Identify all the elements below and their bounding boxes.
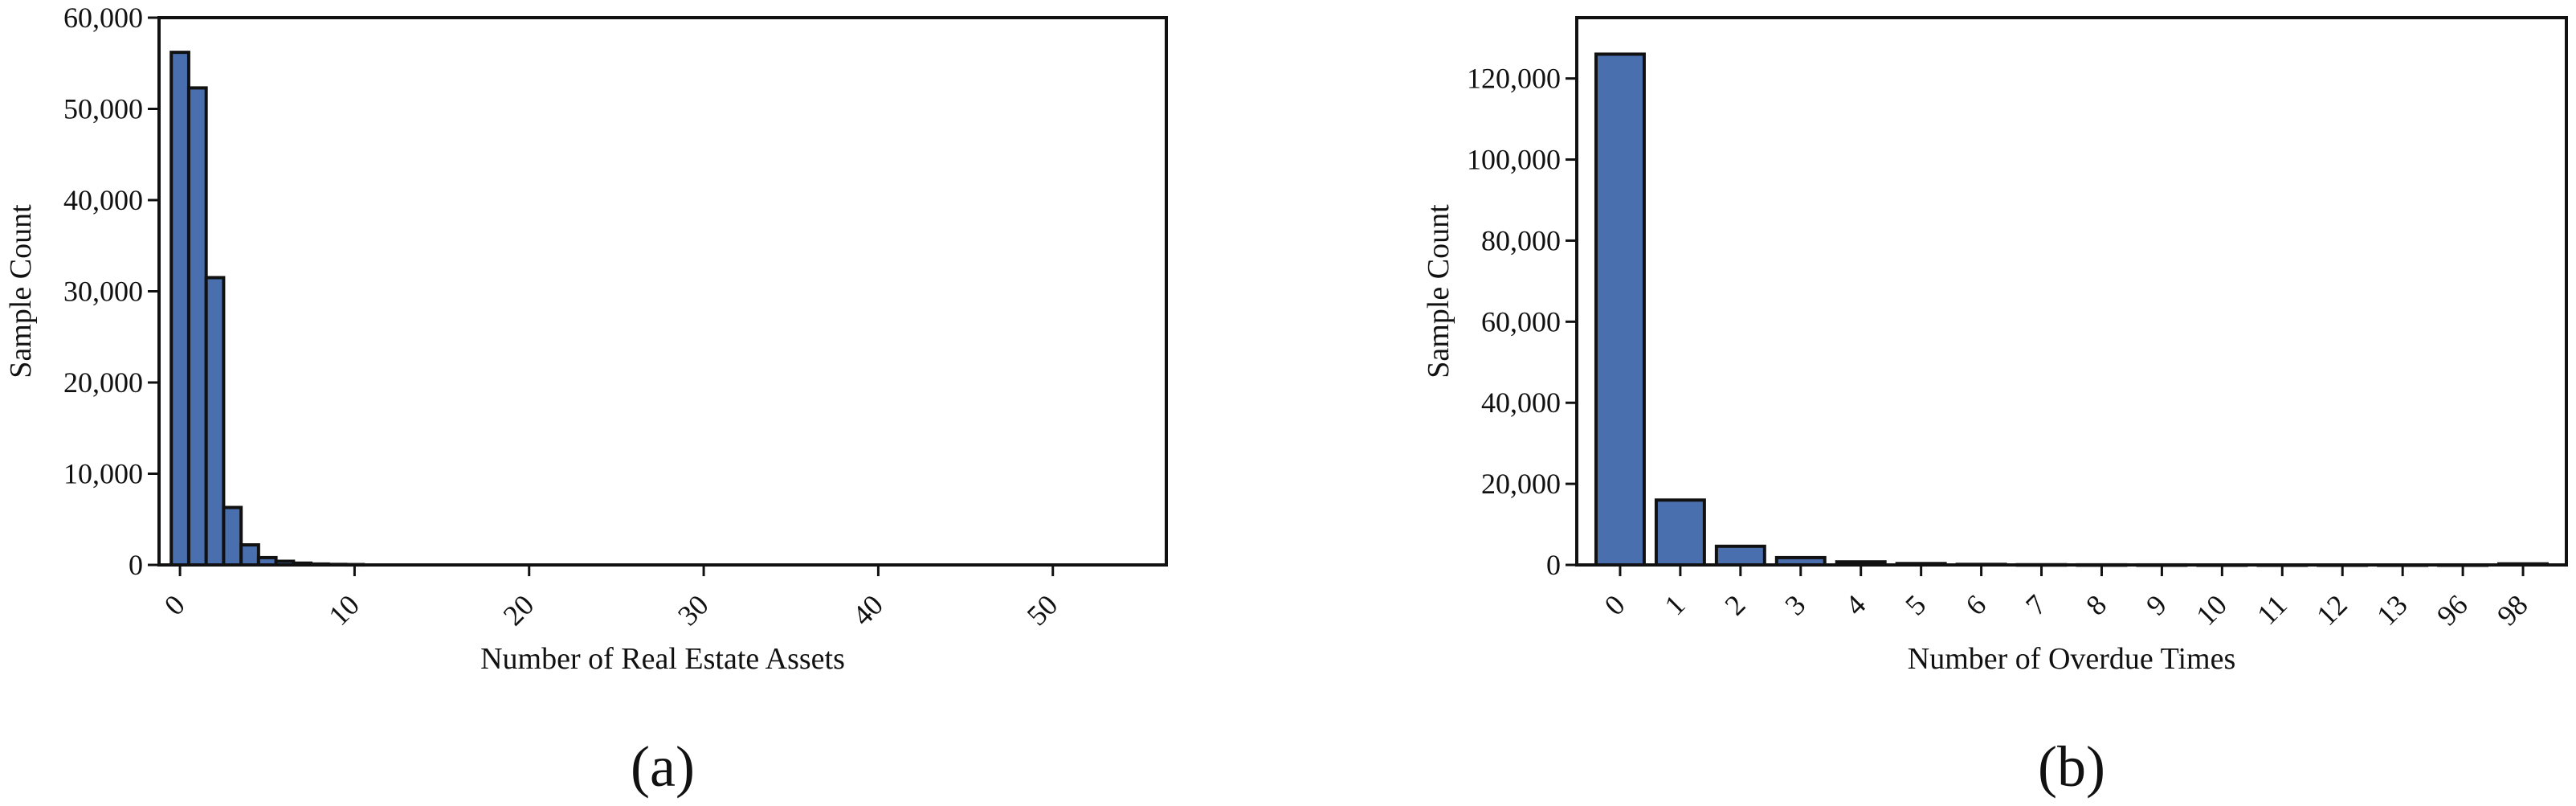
x-tick-label: 5	[1899, 588, 1932, 621]
x-tick-label: 0	[158, 588, 191, 621]
bar	[222, 505, 243, 567]
bar	[1714, 544, 1766, 567]
x-tick-label: 10	[322, 588, 365, 632]
chart-b-plot-frame	[1575, 16, 2568, 567]
chart-b-x-ticks: 0 1 2 3 4 5 6 7 8 9 10 11 12 13 96 98	[1598, 565, 2534, 632]
y-tick-label: 0	[129, 549, 143, 581]
x-tick-label: 98	[2491, 588, 2534, 632]
bar	[204, 276, 226, 567]
y-tick-label: 50,000	[63, 93, 143, 125]
x-tick-label: 50	[1021, 588, 1064, 632]
bar	[1594, 52, 1646, 567]
x-tick-label: 6	[1959, 588, 1992, 621]
bar	[186, 86, 208, 567]
bar	[239, 543, 260, 567]
x-tick-label: 10	[2190, 588, 2233, 632]
x-tick-label: 0	[1598, 588, 1631, 621]
x-tick-label: 30	[672, 588, 715, 632]
y-tick-label: 60,000	[1481, 305, 1561, 338]
x-tick-label: 12	[2310, 588, 2354, 632]
chart-b-y-axis-label: Sample Count	[1422, 204, 1455, 378]
x-tick-label: 40	[846, 588, 889, 632]
x-tick-label: 8	[2080, 588, 2113, 621]
y-tick-label: 30,000	[63, 276, 143, 308]
y-tick-label: 0	[1546, 549, 1561, 581]
chart-a-panel-label: (a)	[631, 734, 695, 799]
chart-a-plot-frame	[157, 16, 1168, 567]
x-tick-label: 13	[2370, 588, 2414, 632]
y-tick-label: 20,000	[1481, 468, 1561, 500]
chart-b-panel-label: (b)	[2038, 734, 2105, 799]
chart-a-y-ticks: 0 10,000 20,000 30,000 40,000 50,000 60,000	[63, 2, 159, 581]
y-tick-label: 40,000	[1481, 387, 1561, 419]
y-tick-label: 60,000	[63, 2, 143, 34]
y-tick-label: 10,000	[63, 458, 143, 490]
x-tick-label: 20	[497, 588, 541, 632]
chart-b-bars	[1594, 52, 2549, 567]
x-tick-label: 96	[2431, 588, 2474, 632]
x-tick-label: 3	[1778, 588, 1811, 621]
bar	[169, 51, 190, 567]
chart-a-y-axis-label: Sample Count	[4, 204, 38, 378]
y-tick-label: 100,000	[1467, 144, 1561, 176]
x-tick-label: 4	[1839, 588, 1872, 621]
chart-a: 0 10,000 20,000 30,000 40,000 50,000 60,000 0 1…	[4, 2, 1168, 799]
x-tick-label: 2	[1718, 588, 1751, 621]
y-tick-label: 20,000	[63, 366, 143, 399]
chart-a-bars	[169, 51, 365, 567]
y-tick-label: 40,000	[63, 184, 143, 216]
chart-b-y-ticks: 0 20,000 40,000 60,000 80,000 100,000 120,000	[1467, 63, 1577, 581]
x-tick-label: 7	[2019, 588, 2052, 621]
x-tick-label: 1	[1659, 588, 1692, 621]
chart-b-x-axis-label: Number of Overdue Times	[1908, 642, 2235, 676]
chart-a-x-axis-label: Number of Real Estate Assets	[480, 642, 845, 676]
x-tick-label: 11	[2251, 588, 2293, 631]
y-tick-label: 120,000	[1467, 63, 1561, 95]
chart-b: 020,00040,00060,00080,000100,000120,000 …	[1422, 16, 2568, 799]
y-tick-label: 80,000	[1481, 224, 1561, 256]
bar	[1654, 498, 1706, 567]
chart-a-x-ticks: 0 10 20 30 40 50	[158, 565, 1064, 632]
x-tick-label: 9	[2140, 588, 2173, 621]
